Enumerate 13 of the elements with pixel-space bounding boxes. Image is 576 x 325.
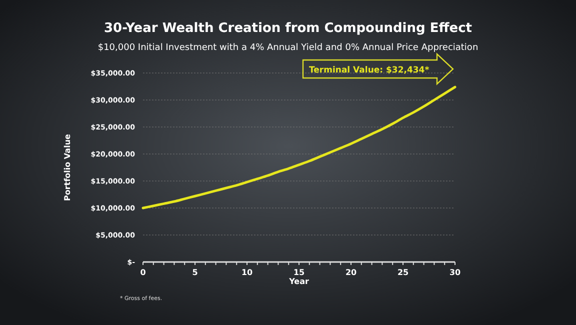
chart-title: 30-Year Wealth Creation from Compounding Effect [104,21,472,36]
x-tick-label: 0 [140,268,146,278]
annotation: Terminal Value: $32,434* [309,66,430,76]
x-tick-label: 5 [192,268,198,278]
x-tick-label: 15 [293,268,305,278]
x-tick-label: 30 [449,268,461,278]
x-tick-label: 20 [345,268,357,278]
y-axis-title: Portfolio Value [63,133,72,201]
line-series [142,86,456,210]
x-tick-label: 25 [397,268,409,278]
chart-subtitle: $10,000 Initial Investment with a 4% Annual Yield and 0% Annual Price Appreciation [98,43,478,53]
x-axis-title: Year [288,277,309,286]
x-tick-label: 10 [241,268,253,278]
